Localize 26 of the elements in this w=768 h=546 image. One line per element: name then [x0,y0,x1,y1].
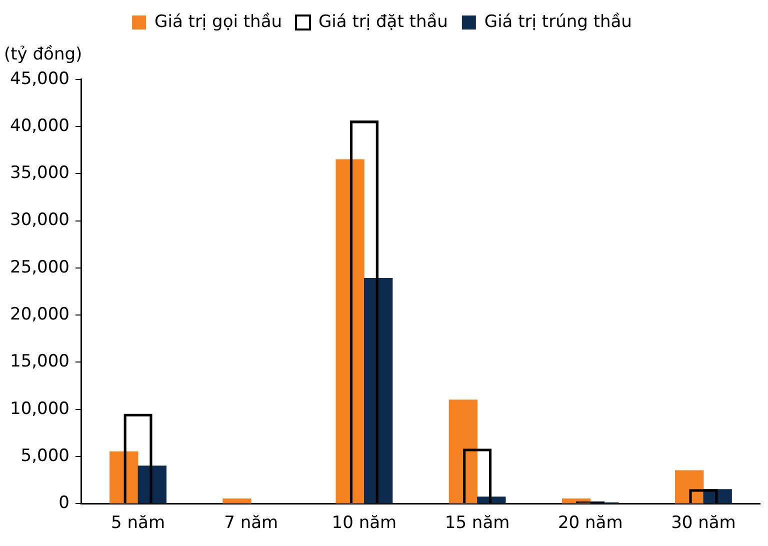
x-tick-label: 30 năm [671,513,736,534]
y-tick-label: 0 [58,493,70,514]
legend-label: Giá trị trúng thầu [484,12,632,32]
x-tick-label: 15 năm [444,513,510,534]
y-tick-label: 30,000 [10,210,70,230]
y-tick-label: 5,000 [20,446,70,466]
x-tick-label: 7 năm [224,513,278,534]
bar [336,159,364,504]
x-tick-label: 20 năm [558,513,623,534]
x-tick-label: 5 năm [111,513,166,534]
y-tick-label: 25,000 [10,257,70,278]
bar [222,498,252,504]
y-axis-title: (tỷ đồng) [4,44,82,65]
legend-label: Giá trị gọi thầu [154,12,282,32]
y-tick-label: 10,000 [10,398,70,419]
bar [448,400,478,504]
bar [364,278,393,504]
x-tick-label: 10 năm [332,513,397,534]
bar [477,496,506,504]
y-tick-label: 35,000 [10,163,70,184]
y-tick-label: 20,000 [10,304,70,324]
legend-label: Giá trị đặt thầu [318,12,448,32]
y-tick-label: 15,000 [10,352,70,372]
y-tick-label: 45,000 [10,68,70,89]
bar [674,470,704,504]
y-tick-label: 40,000 [10,116,70,136]
